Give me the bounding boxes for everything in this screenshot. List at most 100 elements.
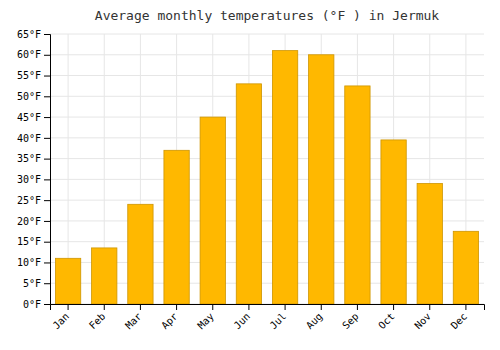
x-tick: Oct [376,304,397,331]
x-tick-mark [176,304,177,310]
x-tick-mark [357,304,358,310]
y-tick: 5°F [23,278,50,289]
grid-line-y [50,179,484,180]
y-tick: 0°F [23,299,50,310]
grid-line-y [50,158,484,159]
bar [200,117,225,304]
y-tick: 25°F [17,195,50,206]
x-tick-label: Feb [87,311,108,332]
y-tick-mark [44,179,50,180]
x-tick-mark [285,304,286,310]
bar [453,231,478,304]
y-tick-mark [44,76,50,77]
x-tick: Jun [232,304,253,331]
bar [417,184,442,304]
y-tick: 15°F [17,236,50,247]
y-tick-mark [44,34,50,35]
x-tick-label: Dec [449,311,470,332]
grid-line-y [50,54,484,55]
x-tick-mark [465,304,466,310]
x-tick-label: Oct [376,311,397,332]
y-tick-label: 65°F [17,29,41,40]
y-tick-label: 35°F [17,153,41,164]
bar [272,51,297,304]
y-tick-label: 10°F [17,257,41,268]
x-tick-label: Jan [51,311,72,332]
grid-line-y [50,75,484,76]
x-tick: Aug [304,304,325,331]
x-axis-line [51,305,485,311]
x-tick: Feb [87,304,108,331]
y-tick-mark [44,117,50,118]
y-tick: 30°F [17,174,50,185]
grid-line-y [50,137,484,138]
x-tick-label: May [195,311,216,332]
y-tick-label: 40°F [17,133,41,144]
x-tick-label: Apr [159,311,180,332]
x-axis: Jan Feb Mar Apr May Jun Jul Aug Sep Oct Nov Dec [51,304,485,331]
bar [92,248,117,304]
y-tick-label: 20°F [17,216,41,227]
y-tick: 45°F [17,112,50,123]
grid-line-y [50,117,484,118]
x-tick-label: Sep [340,311,361,332]
bar [55,258,80,304]
bar [381,140,406,304]
x-tick: Mar [123,304,144,331]
y-tick-mark [44,55,50,56]
x-tick: Jul [268,304,289,331]
y-tick: 40°F [17,133,50,144]
x-tick: Dec [449,304,470,331]
y-tick-mark [44,283,50,284]
x-tick: Nov [412,304,433,331]
x-tick-mark [429,304,430,310]
y-tick-mark [44,221,50,222]
x-tick: May [195,304,216,331]
x-tick: Jan [51,304,72,331]
x-tick-label: Mar [123,311,144,332]
y-axis-line [44,35,51,305]
y-tick: 60°F [17,49,50,60]
y-tick: 50°F [17,91,50,102]
x-tick-label: Jun [232,311,253,332]
y-tick-mark [44,200,50,201]
y-tick-label: 5°F [23,278,41,289]
y-tick-label: 50°F [17,91,41,102]
y-tick: 65°F [17,29,50,40]
y-tick-label: 0°F [23,299,41,310]
x-tick: Sep [340,304,361,331]
x-tick-mark [321,304,322,310]
x-tick-mark [68,304,69,310]
x-tick: Apr [159,304,180,331]
y-tick-mark [44,304,50,305]
y-tick: 55°F [17,70,50,81]
bar [309,55,334,304]
grid [50,34,484,304]
y-tick-mark [44,242,50,243]
y-axis: 0°F 5°F 10°F 15°F 20°F 25°F 30°F 35°F 40°F 45°F 50… [17,29,51,310]
grid-line-y [50,34,484,35]
y-tick-label: 15°F [17,236,41,247]
bar [128,204,153,304]
y-tick-label: 55°F [17,70,41,81]
x-tick-mark [393,304,394,310]
x-tick-label: Nov [412,311,433,332]
x-tick-mark [140,304,141,310]
chart-title: Average monthly temperatures (°F ) in Je… [95,8,440,23]
x-tick-label: Aug [304,311,325,332]
bar [236,84,261,304]
chart-svg: Average monthly temperatures (°F ) in Je… [0,0,500,350]
y-tick-label: 45°F [17,112,41,123]
y-tick: 35°F [17,153,50,164]
x-tick-label: Jul [268,311,289,332]
x-tick-mark [248,304,249,310]
bars [55,51,478,304]
y-tick-mark [44,262,50,263]
y-tick-mark [44,138,50,139]
x-tick-mark [104,304,105,310]
y-tick: 20°F [17,216,50,227]
x-tick-mark [212,304,213,310]
y-tick-mark [44,96,50,97]
grid-line-y [50,96,484,97]
y-tick-mark [44,159,50,160]
